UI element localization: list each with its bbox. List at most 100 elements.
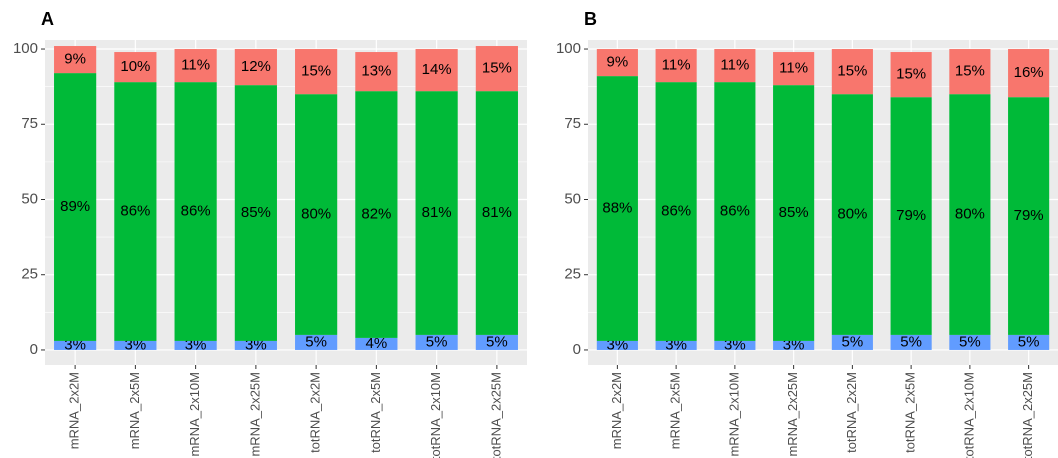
data-label: 5% [959, 333, 981, 350]
bar-segment [890, 334, 932, 350]
bar-segment [949, 49, 991, 95]
bar-segment [773, 85, 815, 341]
data-label: 5% [305, 333, 327, 350]
bar-segment [596, 49, 638, 77]
x-tick-label: totRNA_2x2M [308, 372, 323, 453]
bar-segment [714, 82, 756, 341]
data-label: 5% [900, 333, 922, 350]
data-label: 15% [482, 60, 512, 77]
data-label: 5% [1018, 333, 1040, 350]
data-label: 80% [301, 206, 331, 223]
bar-segment [355, 91, 398, 338]
data-label: 5% [842, 333, 864, 350]
y-tick-label: 25 [21, 266, 38, 283]
bar-segment [773, 52, 815, 86]
data-label: 15% [896, 66, 926, 83]
data-label: 10% [120, 58, 150, 75]
bar-segment [174, 340, 217, 350]
data-label: 5% [486, 333, 508, 350]
data-label: 5% [426, 333, 448, 350]
bar-segment [714, 340, 756, 350]
data-label: 86% [181, 202, 211, 219]
bar-segment [773, 340, 815, 350]
bar-segment [890, 97, 932, 335]
data-label: 4% [366, 335, 388, 352]
bar-segment [415, 91, 458, 335]
bar-segment [890, 52, 932, 98]
bar-segment [54, 340, 97, 350]
x-tick-label: mRNA_2x25M [785, 372, 800, 457]
bar-segment [54, 46, 97, 74]
bar-segment [596, 340, 638, 350]
bar-segment [54, 73, 97, 341]
panel-title: A [41, 9, 54, 29]
y-tick-label: 100 [13, 40, 38, 57]
bar-segment [415, 334, 458, 350]
y-tick-label: 75 [564, 115, 581, 132]
bar-segment [1008, 49, 1050, 98]
bar-segment [355, 337, 398, 350]
bar-segment [234, 85, 277, 341]
x-tick-label: mRNA_2x25M [247, 372, 262, 457]
data-label: 9% [64, 51, 86, 68]
x-tick-label: totRNA_2x2M [844, 372, 859, 453]
bar-segment [174, 82, 217, 341]
data-label: 81% [422, 204, 452, 221]
panel-title: B [584, 9, 597, 29]
data-label: 79% [896, 207, 926, 224]
data-label: 86% [720, 202, 750, 219]
bar-segment [114, 82, 157, 341]
data-label: 9% [607, 54, 629, 71]
bar-segment [415, 49, 458, 92]
x-tick-label: mRNA_2x10M [187, 372, 202, 457]
data-label: 12% [241, 58, 271, 75]
data-label: 85% [241, 204, 271, 221]
bar-segment [714, 49, 756, 83]
x-tick-label: mRNA_2x5M [127, 372, 142, 449]
x-tick-label: mRNA_2x10M [726, 372, 741, 457]
data-label: 80% [837, 206, 867, 223]
data-label: 80% [955, 206, 985, 223]
data-label: 15% [955, 63, 985, 80]
x-tick-label: totRNA_2x5M [903, 372, 918, 453]
bar-segment [1008, 334, 1050, 350]
bar-segment [596, 76, 638, 341]
bar-segment [655, 49, 697, 83]
bar-segment [234, 340, 277, 350]
y-tick-label: 75 [21, 115, 38, 132]
x-tick-label: mRNA_2x2M [609, 372, 624, 449]
y-tick-label: 0 [573, 341, 581, 358]
y-tick-label: 50 [564, 190, 581, 207]
data-label: 89% [60, 198, 90, 215]
x-tick-label: totRNA_2x10M [961, 372, 976, 458]
x-tick-label: totRNA_2x10M [428, 372, 443, 458]
data-label: 81% [482, 204, 512, 221]
bar-segment [295, 94, 338, 335]
x-tick-label: mRNA_2x2M [67, 372, 82, 449]
data-label: 16% [1014, 64, 1044, 81]
bar-segment [475, 46, 518, 92]
bar-segment [295, 334, 338, 350]
data-label: 82% [361, 206, 391, 223]
data-label: 15% [301, 63, 331, 80]
bar-segment [831, 334, 873, 350]
bar-segment [949, 94, 991, 335]
bar-segment [114, 52, 157, 83]
y-tick-label: 0 [30, 341, 38, 358]
bar-segment [949, 334, 991, 350]
data-label: 14% [422, 61, 452, 78]
data-label: 11% [720, 57, 749, 74]
bar-segment [655, 340, 697, 350]
bar-segment [1008, 97, 1050, 335]
y-tick-label: 50 [21, 190, 38, 207]
data-label: 15% [837, 63, 867, 80]
bar-segment [355, 52, 398, 92]
x-tick-label: totRNA_2x25M [488, 372, 503, 458]
bar-segment [831, 94, 873, 335]
y-tick-label: 100 [556, 40, 581, 57]
y-tick-label: 25 [564, 266, 581, 283]
data-label: 79% [1014, 207, 1044, 224]
bar-segment [475, 334, 518, 350]
data-label: 88% [602, 199, 632, 216]
